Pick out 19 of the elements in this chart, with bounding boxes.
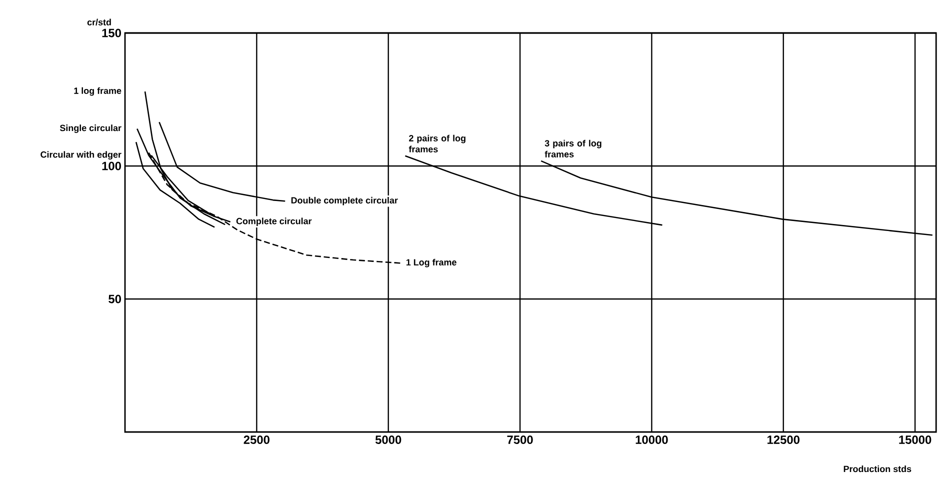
series-label: Circular with edger bbox=[40, 151, 122, 160]
series-label: Complete circular bbox=[236, 218, 312, 226]
y-tick-label: 100 bbox=[102, 162, 121, 170]
y-tick-label: 150 bbox=[102, 28, 121, 38]
x-tick-label: 12500 bbox=[767, 436, 800, 444]
x-tick-label: 10000 bbox=[636, 436, 668, 444]
series-label: Double complete circular bbox=[291, 196, 398, 206]
x-axis-title: Production stds bbox=[844, 466, 912, 472]
x-tick-label: 15000 bbox=[899, 436, 932, 444]
series-label: 1 Log frame bbox=[406, 258, 456, 268]
x-tick-label: 5000 bbox=[375, 436, 402, 444]
series-label: Single circular bbox=[60, 124, 122, 133]
series-label: 2 pairs of log frames bbox=[408, 134, 466, 152]
y-axis-title: cr/std bbox=[87, 18, 111, 26]
x-tick-label: 2500 bbox=[244, 436, 270, 444]
text: 1 log frame bbox=[74, 87, 122, 96]
y-tick-label: 50 bbox=[108, 294, 121, 304]
series-label: 3 pairs of log frames bbox=[544, 140, 602, 158]
x-tick-label: 7500 bbox=[507, 436, 533, 444]
